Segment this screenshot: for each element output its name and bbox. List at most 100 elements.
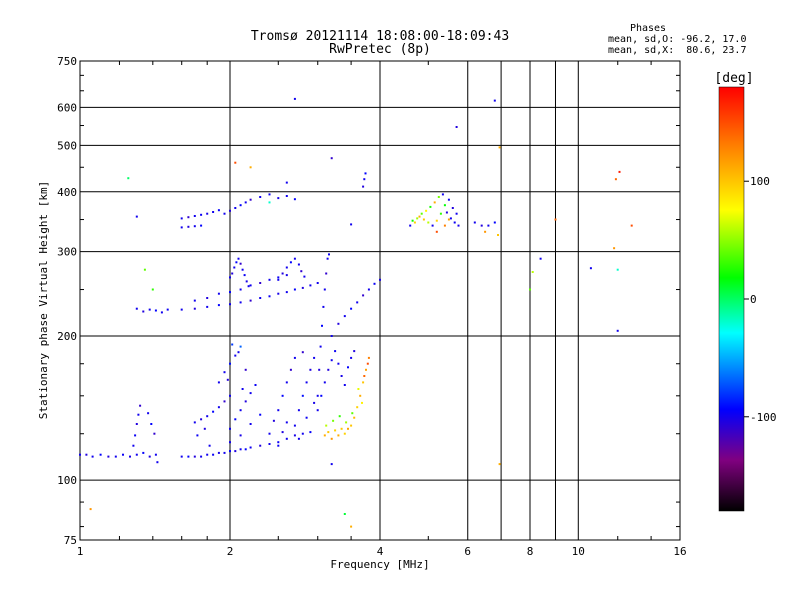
data-point xyxy=(416,217,419,220)
data-point xyxy=(330,335,333,337)
data-point xyxy=(235,261,238,264)
data-point xyxy=(305,381,308,384)
data-point xyxy=(451,207,454,209)
x-tick-label: 4 xyxy=(377,545,384,558)
data-point xyxy=(234,354,237,357)
data-point xyxy=(143,268,146,271)
data-point xyxy=(259,444,262,447)
data-point xyxy=(493,221,496,224)
data-point xyxy=(180,217,183,220)
data-point xyxy=(297,437,300,440)
data-point xyxy=(268,193,271,196)
data-point xyxy=(285,274,288,277)
data-point xyxy=(134,434,137,437)
data-point xyxy=(148,455,151,458)
data-point xyxy=(334,429,337,432)
data-point xyxy=(316,409,319,412)
data-point xyxy=(229,276,231,279)
data-point xyxy=(309,368,312,371)
x-tick-label: 2 xyxy=(227,545,234,558)
data-point xyxy=(208,444,211,447)
data-point xyxy=(345,421,348,424)
data-point xyxy=(234,450,237,453)
data-point xyxy=(293,288,296,291)
data-point xyxy=(293,257,296,260)
data-point xyxy=(137,413,140,416)
x-tick-label: 16 xyxy=(673,545,686,558)
data-point xyxy=(237,257,240,260)
data-point xyxy=(193,455,196,458)
data-point xyxy=(217,209,220,212)
data-point xyxy=(447,218,450,221)
y-tick-label: 500 xyxy=(57,139,77,152)
colorbar-tick-label: 0 xyxy=(750,293,757,306)
data-point xyxy=(435,219,438,222)
x-axis-label: Frequency [MHz] xyxy=(330,558,429,571)
data-point xyxy=(203,427,206,430)
x-tick-label: 10 xyxy=(572,545,585,558)
data-point xyxy=(441,193,444,196)
data-point xyxy=(223,451,226,454)
data-point xyxy=(187,455,190,458)
data-point xyxy=(327,368,330,371)
data-point xyxy=(135,307,138,310)
data-point xyxy=(268,432,271,435)
data-point xyxy=(305,416,308,419)
colorbar-tick-label: 100 xyxy=(750,175,770,188)
data-point xyxy=(497,234,499,236)
data-point xyxy=(229,209,231,212)
data-point xyxy=(142,310,145,313)
data-point xyxy=(435,230,438,233)
data-point xyxy=(411,219,414,222)
data-point xyxy=(285,291,288,294)
data-point xyxy=(114,455,117,458)
data-point xyxy=(217,381,220,384)
data-point xyxy=(249,284,252,287)
data-point xyxy=(217,406,220,409)
data-point xyxy=(212,410,215,413)
data-point xyxy=(139,404,142,407)
data-point xyxy=(351,412,354,415)
data-point xyxy=(142,451,145,454)
data-point xyxy=(122,453,124,456)
data-point xyxy=(616,268,619,271)
data-point xyxy=(259,282,262,284)
data-point xyxy=(356,406,359,409)
data-point xyxy=(193,299,196,302)
data-point xyxy=(231,272,234,275)
y-tick-label: 600 xyxy=(57,101,77,114)
data-point xyxy=(206,453,209,456)
data-point xyxy=(301,432,304,435)
data-point xyxy=(447,198,450,201)
data-point xyxy=(531,271,534,273)
data-point xyxy=(277,276,280,279)
data-point xyxy=(160,311,163,314)
data-point xyxy=(484,230,487,233)
data-point xyxy=(303,275,306,278)
data-point xyxy=(206,305,209,308)
data-point xyxy=(330,359,333,362)
data-point xyxy=(313,356,316,359)
data-point xyxy=(319,345,322,348)
data-point xyxy=(316,282,319,284)
data-point xyxy=(285,381,288,384)
data-point xyxy=(313,401,316,404)
data-point xyxy=(431,224,434,227)
data-point xyxy=(259,297,262,299)
data-point xyxy=(249,166,252,169)
data-point xyxy=(245,280,248,283)
data-point xyxy=(357,388,360,390)
data-point xyxy=(433,201,436,204)
data-point xyxy=(147,412,150,415)
data-point xyxy=(229,362,231,365)
data-point xyxy=(285,266,288,269)
data-point xyxy=(231,343,234,346)
data-point xyxy=(156,461,159,464)
data-point xyxy=(239,288,242,291)
data-point xyxy=(334,350,337,353)
data-point xyxy=(350,525,353,528)
data-point xyxy=(249,423,252,425)
data-point xyxy=(449,217,452,220)
